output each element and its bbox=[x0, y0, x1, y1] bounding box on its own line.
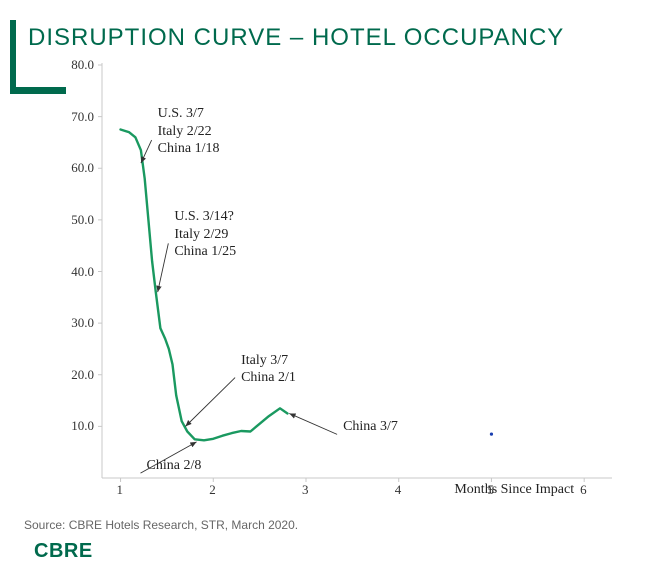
x-tick-label: 6 bbox=[580, 482, 587, 498]
y-tick-label: 50.0 bbox=[71, 212, 94, 228]
annotation-arrow bbox=[185, 378, 235, 427]
occupancy-line bbox=[121, 130, 288, 441]
annotation-ann4: China 3/7 bbox=[343, 418, 398, 436]
annotation-ann2: U.S. 3/14?Italy 2/29China 1/25 bbox=[174, 208, 236, 261]
y-tick-label: 10.0 bbox=[71, 418, 94, 434]
y-tick-label: 80.0 bbox=[71, 57, 94, 73]
y-tick-label: 20.0 bbox=[71, 367, 94, 383]
annotation-arrow bbox=[289, 413, 337, 434]
y-tick-label: 60.0 bbox=[71, 160, 94, 176]
annotation-arrow bbox=[141, 140, 152, 163]
source-text: Source: CBRE Hotels Research, STR, March… bbox=[24, 518, 298, 532]
y-tick-label: 30.0 bbox=[71, 315, 94, 331]
y-tick-label: 70.0 bbox=[71, 109, 94, 125]
annotation-ann1: U.S. 3/7Italy 2/22China 1/18 bbox=[158, 105, 220, 158]
x-tick-label: 1 bbox=[117, 482, 124, 498]
x-axis-title: Months Since Impact bbox=[454, 482, 574, 498]
annotation-arrow bbox=[158, 243, 169, 292]
title-accent-bar bbox=[10, 20, 16, 94]
cbre-logo: CBRE bbox=[34, 540, 93, 563]
x-tick-label: 4 bbox=[395, 482, 402, 498]
title-accent-underline bbox=[10, 87, 66, 94]
page-title: DISRUPTION CURVE – HOTEL OCCUPANCY bbox=[28, 24, 564, 52]
annotation-ann5: China 2/8 bbox=[147, 457, 202, 475]
y-tick-label: 40.0 bbox=[71, 264, 94, 280]
x-tick-label: 2 bbox=[209, 482, 216, 498]
x-tick-label: 3 bbox=[302, 482, 309, 498]
annotation-ann3: Italy 3/7China 2/1 bbox=[241, 352, 296, 387]
outlier-point bbox=[490, 433, 493, 436]
